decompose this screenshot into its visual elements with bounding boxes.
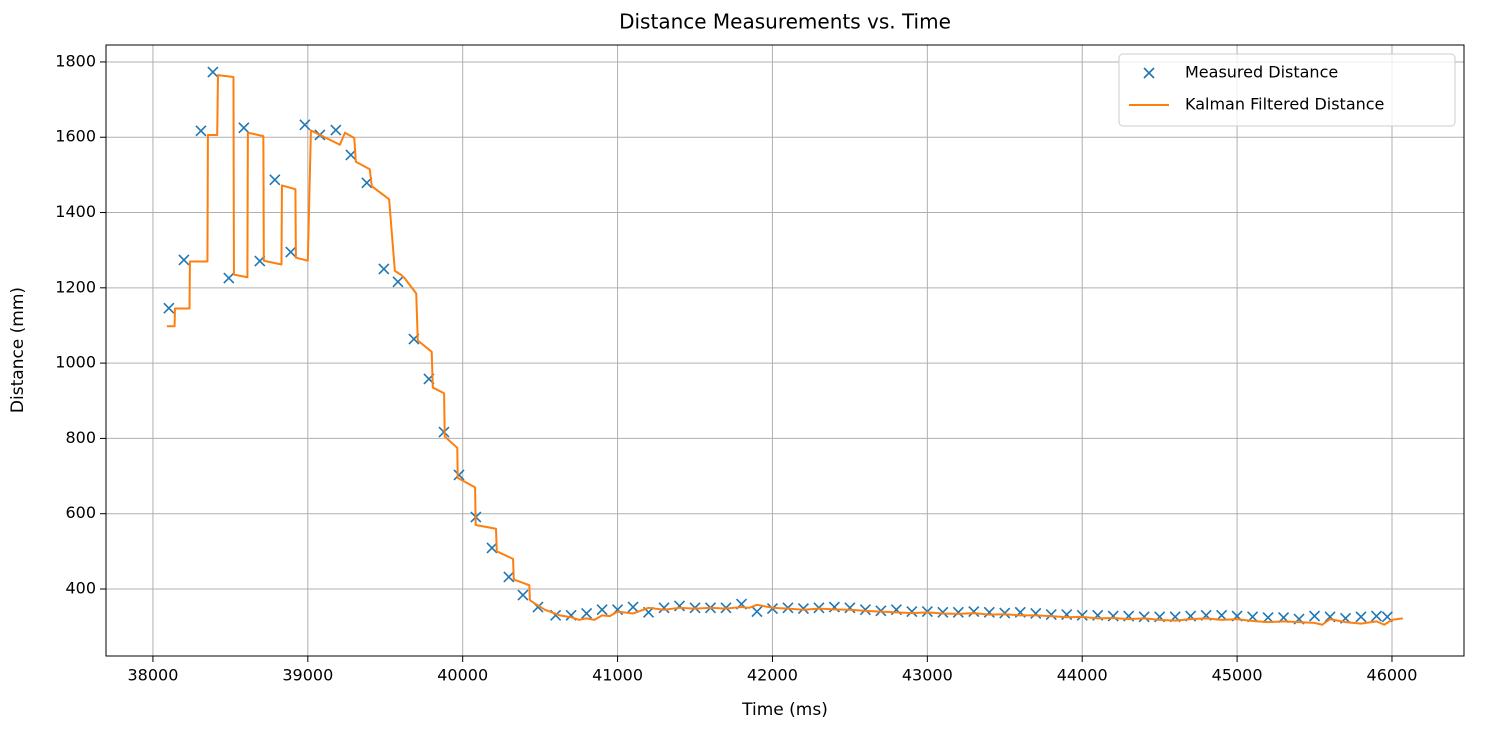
x-tick-label: 40000 xyxy=(437,666,488,685)
marker xyxy=(906,606,918,618)
marker xyxy=(1076,609,1088,621)
marker xyxy=(658,602,670,614)
legend-marker xyxy=(1143,67,1155,79)
x-tick-label: 45000 xyxy=(1212,666,1263,685)
marker xyxy=(1308,610,1321,622)
y-tick-label: 1800 xyxy=(55,51,96,70)
marker xyxy=(453,469,465,481)
y-tick-label: 1200 xyxy=(55,277,96,296)
marker xyxy=(195,125,207,137)
marker xyxy=(828,601,840,613)
x-tick-label: 44000 xyxy=(1057,666,1108,685)
marker xyxy=(797,603,809,615)
marker xyxy=(983,606,995,618)
x-tick-label: 41000 xyxy=(592,666,643,685)
marker xyxy=(1107,610,1119,622)
marker xyxy=(269,174,281,186)
marker xyxy=(238,122,250,134)
x-axis-label: Time (ms) xyxy=(741,700,828,720)
marker xyxy=(596,604,608,616)
y-tick-label: 800 xyxy=(65,428,96,447)
marker xyxy=(937,606,949,618)
marker xyxy=(968,606,980,618)
marker xyxy=(163,302,175,314)
marker xyxy=(999,607,1011,619)
marker xyxy=(517,589,529,601)
marker xyxy=(503,571,515,583)
y-tick-label: 600 xyxy=(65,503,96,522)
x-tick-label: 39000 xyxy=(282,666,333,685)
marker xyxy=(952,606,964,618)
marker xyxy=(581,607,593,620)
marker xyxy=(673,600,686,612)
x-tick-label: 46000 xyxy=(1367,666,1418,685)
chart-title: Distance Measurements vs. Time xyxy=(619,10,951,34)
x-tick-label: 43000 xyxy=(902,666,953,685)
y-tick-label: 400 xyxy=(65,578,96,597)
legend-label: Kalman Filtered Distance xyxy=(1185,95,1384,114)
plot-frame xyxy=(105,44,1465,657)
legend-box xyxy=(1118,53,1456,127)
marker xyxy=(1045,609,1057,621)
y-tick-label: 1000 xyxy=(55,353,96,372)
marker xyxy=(378,263,390,275)
marker xyxy=(751,606,763,618)
x-tick-label: 38000 xyxy=(127,666,178,685)
marker xyxy=(178,254,190,266)
marker xyxy=(1030,607,1042,620)
marker xyxy=(844,602,856,614)
marker xyxy=(223,272,235,284)
marker xyxy=(299,119,311,131)
marker xyxy=(627,601,639,613)
plot-area xyxy=(163,66,1403,626)
marker xyxy=(859,604,871,616)
marker xyxy=(1138,611,1150,623)
marker xyxy=(1355,611,1367,623)
x-tick-label: 42000 xyxy=(747,666,798,685)
legend-label: Measured Distance xyxy=(1185,63,1338,82)
marker xyxy=(330,124,342,136)
y-tick-label: 1400 xyxy=(55,202,96,221)
marker xyxy=(285,246,297,258)
marker xyxy=(1370,610,1383,622)
y-axis-label: Distance (mm) xyxy=(8,287,28,413)
marker xyxy=(207,66,219,78)
marker xyxy=(486,542,498,554)
line xyxy=(166,74,1403,626)
marker xyxy=(392,276,404,288)
y-tick-label: 1600 xyxy=(55,127,96,146)
